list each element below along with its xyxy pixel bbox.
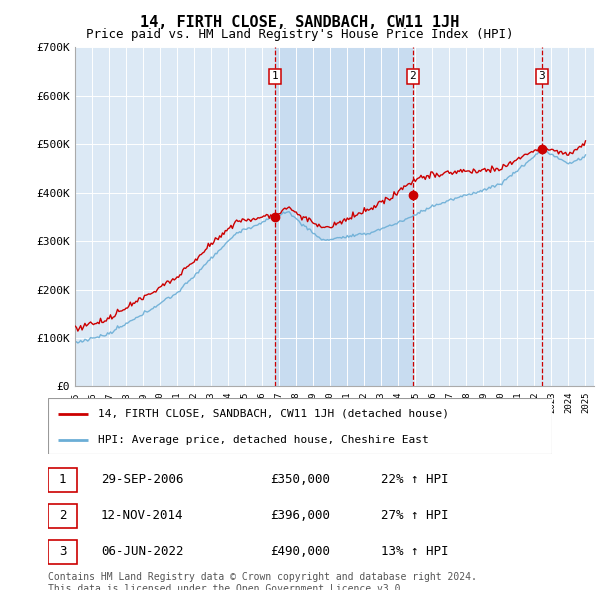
Text: 27% ↑ HPI: 27% ↑ HPI bbox=[380, 509, 448, 522]
FancyBboxPatch shape bbox=[48, 504, 77, 528]
FancyBboxPatch shape bbox=[48, 468, 77, 492]
Text: 13% ↑ HPI: 13% ↑ HPI bbox=[380, 545, 448, 558]
Text: 12-NOV-2014: 12-NOV-2014 bbox=[101, 509, 184, 522]
Text: Price paid vs. HM Land Registry's House Price Index (HPI): Price paid vs. HM Land Registry's House … bbox=[86, 28, 514, 41]
Text: 14, FIRTH CLOSE, SANDBACH, CW11 1JH: 14, FIRTH CLOSE, SANDBACH, CW11 1JH bbox=[140, 15, 460, 30]
Text: £350,000: £350,000 bbox=[270, 473, 330, 486]
Text: 1: 1 bbox=[272, 71, 278, 81]
Text: 29-SEP-2006: 29-SEP-2006 bbox=[101, 473, 184, 486]
Bar bbox=[413, 47, 542, 386]
Text: 14, FIRTH CLOSE, SANDBACH, CW11 1JH (detached house): 14, FIRTH CLOSE, SANDBACH, CW11 1JH (det… bbox=[98, 409, 449, 419]
Text: 22% ↑ HPI: 22% ↑ HPI bbox=[380, 473, 448, 486]
Text: 3: 3 bbox=[538, 71, 545, 81]
Text: HPI: Average price, detached house, Cheshire East: HPI: Average price, detached house, Ches… bbox=[98, 435, 429, 445]
Text: 2: 2 bbox=[410, 71, 416, 81]
FancyBboxPatch shape bbox=[48, 540, 77, 564]
Text: 06-JUN-2022: 06-JUN-2022 bbox=[101, 545, 184, 558]
Text: 2: 2 bbox=[59, 509, 66, 522]
Text: £490,000: £490,000 bbox=[270, 545, 330, 558]
Text: £396,000: £396,000 bbox=[270, 509, 330, 522]
Bar bbox=[275, 47, 413, 386]
Text: Contains HM Land Registry data © Crown copyright and database right 2024.
This d: Contains HM Land Registry data © Crown c… bbox=[48, 572, 477, 590]
Text: 1: 1 bbox=[59, 473, 66, 486]
Text: 3: 3 bbox=[59, 545, 66, 558]
